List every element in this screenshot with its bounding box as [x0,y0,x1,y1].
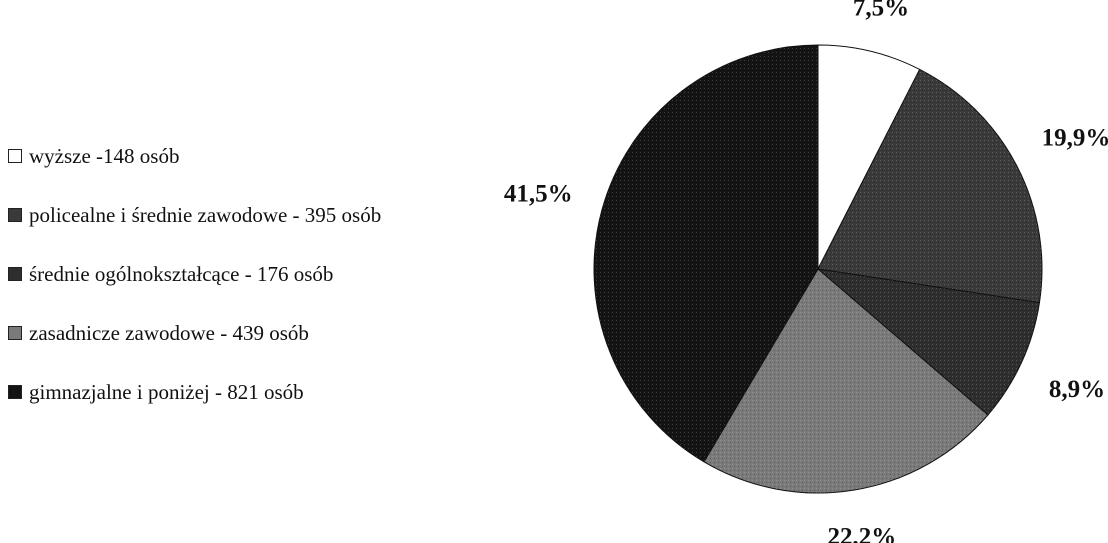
slice-percent-label: 41,5% [504,180,573,207]
pie-slice-texture [594,45,818,462]
legend-label: średnie ogólnokształcące - 176 osób [29,261,334,286]
legend-label: wyższe -148 osób [29,143,180,168]
pie-slice-texture [818,269,1040,416]
pie-slice [817,44,921,270]
legend-swatch [8,149,22,163]
legend-swatch [8,385,22,399]
pie-slice-texture [818,69,1042,303]
legend-label: zasadnicze zawodowe - 439 osób [29,320,309,345]
pie-slice-texture [703,269,988,493]
legend-swatch [8,208,22,222]
legend-item: średnie ogólnokształcące - 176 osób [8,258,381,290]
legend-label: policealne i średnie zawodowe - 395 osób [29,202,382,227]
slice-percent-label: 8,9% [1049,376,1105,403]
legend-item: wyższe -148 osób [8,140,381,172]
chart-legend: wyższe -148 osób policealne i średnie za… [8,140,381,435]
legend-swatch [8,267,22,281]
legend-item: zasadnicze zawodowe - 439 osób [8,317,381,349]
slice-percent-label: 19,9% [1042,125,1108,152]
legend-swatch [8,326,22,340]
legend-label: gimnazjalne i poniżej - 821 osób [29,379,304,404]
slice-percent-label: 7,5% [853,0,909,21]
legend-item: gimnazjalne i poniżej - 821 osób [8,376,381,408]
slice-percent-label: 22,2% [828,523,897,543]
legend-item: policealne i średnie zawodowe - 395 osób [8,199,381,231]
